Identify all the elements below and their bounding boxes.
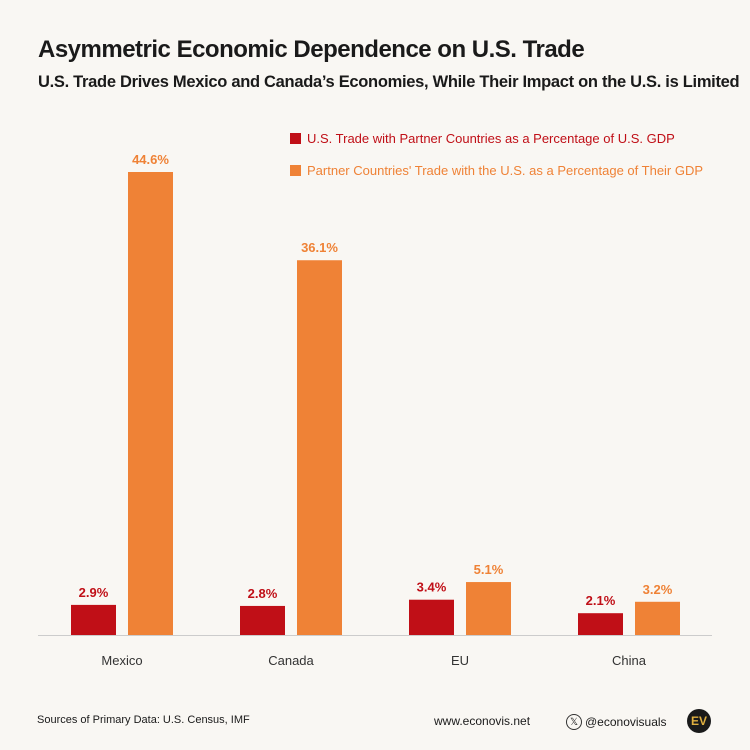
category-label: China [612,653,647,668]
bar-mexico-1 [128,172,173,635]
bar-eu-0 [409,599,454,635]
data-label: 2.9% [79,585,109,600]
data-label: 5.1% [474,562,504,577]
chart-subtitle: U.S. Trade Drives Mexico and Canada’s Ec… [38,73,740,91]
website-link[interactable]: www.econovis.net [434,714,531,728]
handle-text: @econovisuals [585,715,667,729]
chart-title: Asymmetric Economic Dependence on U.S. T… [38,36,585,63]
bar-eu-1 [466,582,511,635]
bar-canada-1 [297,260,342,635]
source-note: Sources of Primary Data: U.S. Census, IM… [37,714,250,726]
data-label: 3.2% [643,582,673,597]
bar-china-1 [635,601,680,635]
category-label: EU [451,653,469,668]
legend-item-partner: Partner Countries' Trade with the U.S. a… [290,163,703,178]
category-label: Mexico [101,653,142,668]
data-label: 3.4% [417,580,447,595]
data-label: 36.1% [301,240,338,255]
bar-china-0 [578,613,623,635]
legend-label: Partner Countries' Trade with the U.S. a… [307,163,704,178]
data-label: 2.1% [586,593,616,608]
x-logo-icon: 𝕏 [566,714,582,730]
legend-item-us: U.S. Trade with Partner Countries as a P… [290,131,675,146]
data-label: 44.6% [132,152,169,167]
legend-swatch-red [290,133,301,144]
econovis-logo: EV [687,709,711,733]
data-label: 2.8% [248,586,278,601]
category-label: Canada [268,653,314,668]
bar-mexico-0 [71,604,116,635]
legend-label: U.S. Trade with Partner Countries as a P… [307,131,675,146]
social-handle[interactable]: 𝕏 @econovisuals [566,714,667,730]
legend-swatch-orange [290,165,301,176]
bar-canada-0 [240,605,285,635]
bar-chart: 2.9% 44.6% Mexico 2.8% 36.1% Canada 3.4% 5.1% EU… [38,152,712,668]
